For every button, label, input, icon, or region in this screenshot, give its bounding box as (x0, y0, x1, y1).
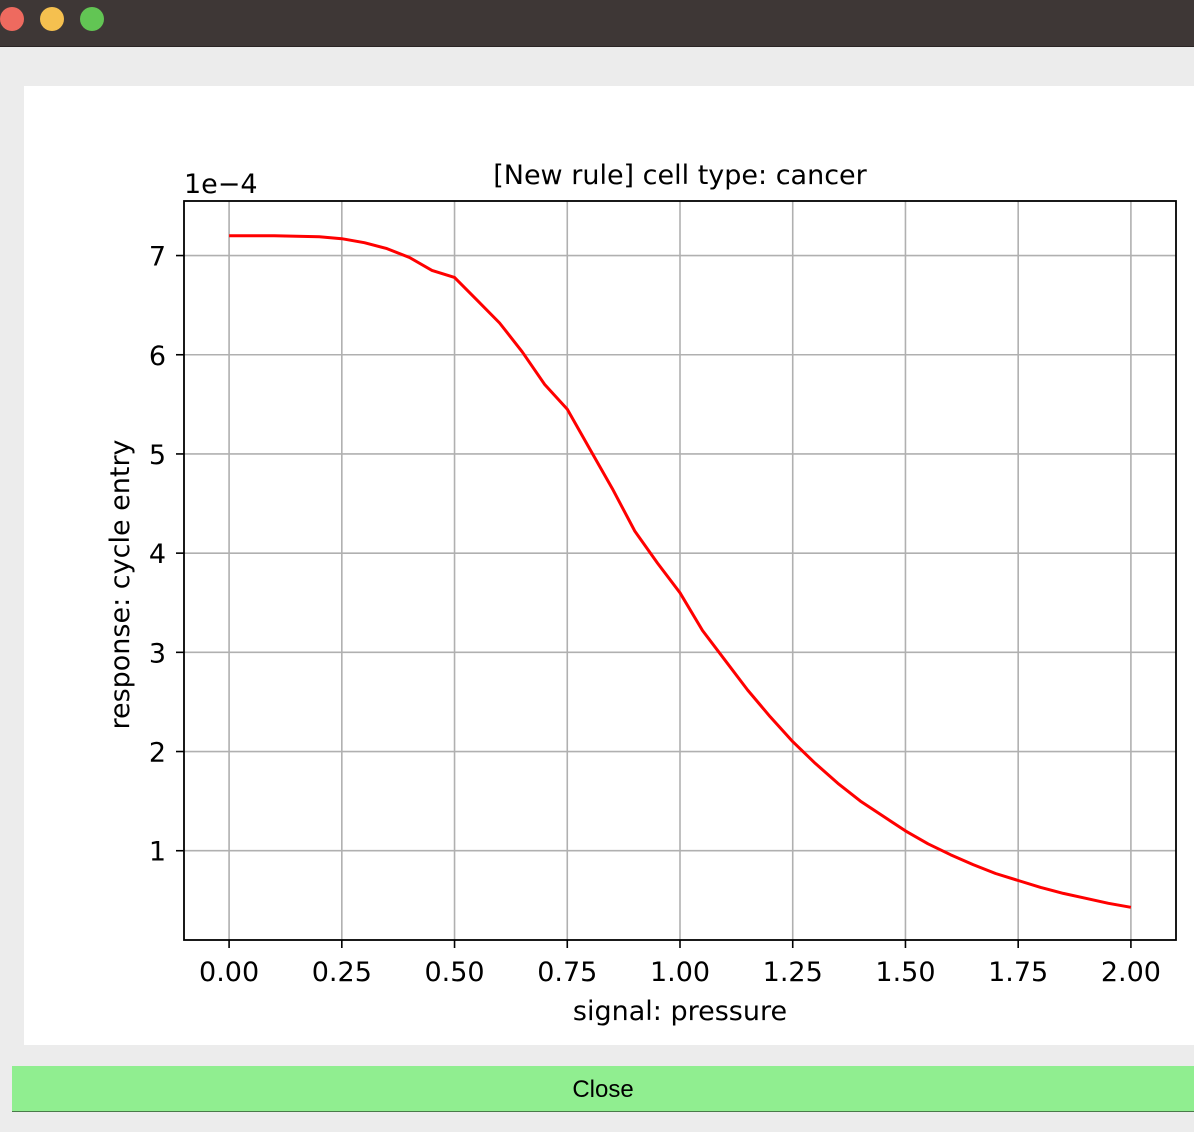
y-tick-label: 6 (149, 341, 166, 372)
y-tick-label: 7 (149, 242, 166, 273)
window-titlebar (0, 0, 1194, 47)
x-tick-label: 0.00 (199, 957, 259, 988)
x-tick-label: 0.25 (312, 957, 372, 988)
x-tick-label: 1.00 (650, 957, 710, 988)
zoom-window-button[interactable] (80, 7, 104, 31)
y-tick-label: 2 (149, 738, 166, 769)
close-button[interactable]: Close (12, 1066, 1194, 1112)
x-tick-label: 0.75 (537, 957, 597, 988)
plot-canvas: 0.00 0.25 0.50 0.75 1.00 1.25 1.50 1.75 2.00 1 2 3 4… (24, 86, 1194, 1045)
chart-title: [New rule] cell type: cancer (493, 160, 867, 191)
y-axis-label: response: cycle entry (105, 439, 136, 729)
x-tick-label: 0.50 (424, 957, 484, 988)
x-axis-label: signal: pressure (573, 996, 787, 1027)
y-offset-label: 1e−4 (184, 169, 258, 200)
minimize-window-button[interactable] (40, 7, 64, 31)
response-chart: 0.00 0.25 0.50 0.75 1.00 1.25 1.50 1.75 2.00 1 2 3 4… (105, 160, 1177, 1027)
y-tick-label: 1 (149, 837, 166, 868)
x-tick-label: 1.25 (763, 957, 823, 988)
series-line (229, 234, 1132, 909)
x-tick-label: 2.00 (1101, 957, 1161, 988)
x-tick-label: 1.75 (988, 957, 1048, 988)
y-tick-label: 4 (149, 539, 166, 570)
x-tick-label: 1.50 (875, 957, 935, 988)
close-window-button[interactable] (0, 7, 24, 31)
y-tick-label: 3 (149, 638, 166, 669)
y-tick-label: 5 (149, 440, 166, 471)
